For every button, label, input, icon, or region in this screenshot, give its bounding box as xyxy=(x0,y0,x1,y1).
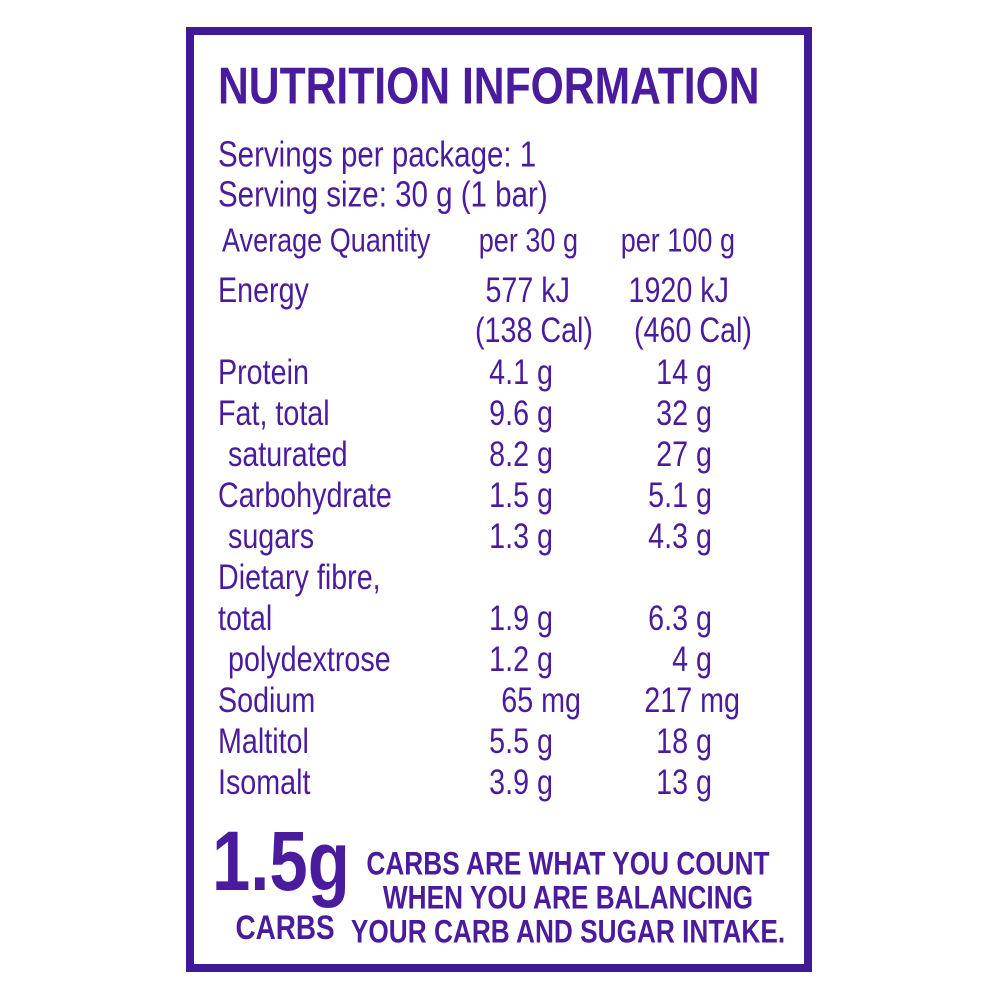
column-header: Average Quantity xyxy=(222,223,431,259)
badge-label: CARBS xyxy=(235,908,334,946)
note-line: WHEN YOU ARE BALANCING xyxy=(383,881,753,916)
row-label: Isomalt xyxy=(218,763,311,802)
row-label: Dietary fibre, xyxy=(218,558,381,597)
row-value: 27 g xyxy=(656,435,712,474)
row-value: 6.3 g xyxy=(648,599,712,638)
row-label: polydextrose xyxy=(228,640,391,679)
row-value: 65 mg xyxy=(501,681,581,720)
row-value: 1.3 g xyxy=(489,517,553,556)
row-label: Energy xyxy=(218,271,309,310)
row-value: 1920 kJ xyxy=(628,271,729,310)
row-label: Sodium xyxy=(218,681,315,720)
row-value: 4 g xyxy=(672,640,712,679)
row-value: 1.9 g xyxy=(489,599,553,638)
row-value: 5.5 g xyxy=(489,722,553,761)
note-line: CARBS ARE WHAT YOU COUNT xyxy=(366,847,769,882)
serving-info: Serving size: 30 g (1 bar) xyxy=(218,174,548,214)
row-label: Carbohydrate xyxy=(218,476,392,515)
row-value: 14 g xyxy=(656,353,712,392)
row-label: Maltitol xyxy=(218,722,309,761)
serving-info: Servings per package: 1 xyxy=(218,134,536,174)
label-border xyxy=(186,27,812,972)
row-value: 18 g xyxy=(656,722,712,761)
title: NUTRITION INFORMATION xyxy=(218,58,760,116)
row-label: saturated xyxy=(228,435,348,474)
row-value: 8.2 g xyxy=(489,435,553,474)
row-value: 32 g xyxy=(656,394,712,433)
row-value: 1.5 g xyxy=(489,476,553,515)
row-value: (460 Cal) xyxy=(634,311,752,350)
column-header: per 100 g xyxy=(621,223,735,259)
row-value: 5.1 g xyxy=(648,476,712,515)
row-value: 3.9 g xyxy=(489,763,553,802)
row-label: Protein xyxy=(218,353,309,392)
row-value: 217 mg xyxy=(644,681,740,720)
row-value: 13 g xyxy=(656,763,712,802)
label-content: NUTRITION INFORMATION Servings per packag… xyxy=(212,58,785,950)
row-label: Fat, total xyxy=(218,394,330,433)
row-label: sugars xyxy=(228,517,314,556)
row-value: 577 kJ xyxy=(485,271,570,310)
badge-amount: 1.5g xyxy=(212,815,350,909)
row-value: (138 Cal) xyxy=(475,311,593,350)
column-header: per 30 g xyxy=(479,223,578,259)
row-value: 4.3 g xyxy=(648,517,712,556)
row-value: 1.2 g xyxy=(489,640,553,679)
row-value: 9.6 g xyxy=(489,394,553,433)
row-label: total xyxy=(218,599,272,638)
row-value: 4.1 g xyxy=(489,353,553,392)
note-line: YOUR CARB AND SUGAR INTAKE. xyxy=(351,915,785,950)
